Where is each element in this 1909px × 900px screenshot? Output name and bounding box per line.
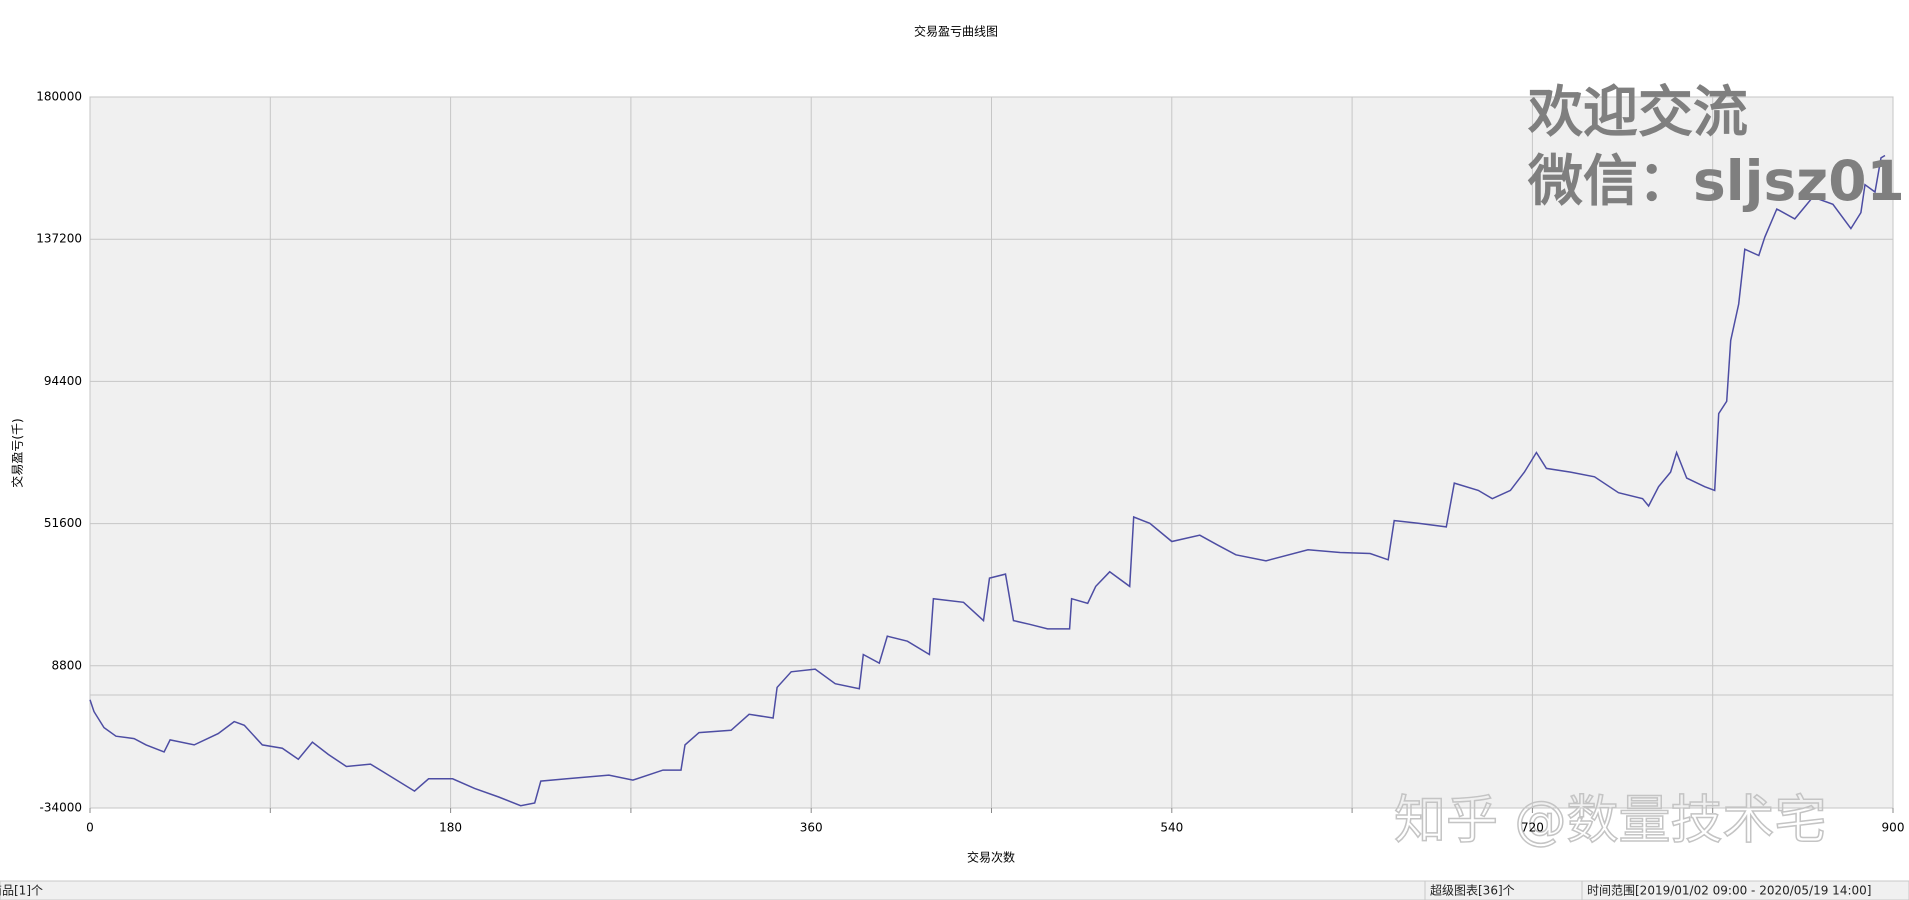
x-tick-label: 0 <box>86 821 94 835</box>
y-tick-label: 180000 <box>36 90 82 104</box>
x-tick-label: 360 <box>800 821 823 835</box>
x-tick-label: 900 <box>1882 821 1905 835</box>
y-tick-label: 51600 <box>44 516 82 530</box>
x-axis-label: 交易次数 <box>967 850 1015 865</box>
x-tick-label: 720 <box>1521 821 1544 835</box>
chart-title: 交易盈亏曲线图 <box>914 24 998 39</box>
y-tick-label: -34000 <box>39 801 82 815</box>
status-text: 超级图表[36]个 <box>1430 883 1515 898</box>
watermark: 知乎 @数量技术宅 <box>1394 791 1827 851</box>
x-tick-label: 180 <box>439 821 462 835</box>
status-text: 商品[1]个 <box>0 883 43 898</box>
line <box>89 154 1886 807</box>
grid <box>89 96 1894 813</box>
watermark: 欢迎交流 <box>1527 80 1748 144</box>
y-tick-label: 137200 <box>36 232 82 246</box>
y-axis-label: 交易盈亏(千) <box>10 418 25 487</box>
x-tick-label: 540 <box>1160 821 1183 835</box>
y-tick-label: 94400 <box>44 374 82 388</box>
status-bar <box>0 880 1909 900</box>
watermark: 微信：sljsz01 <box>1527 149 1905 213</box>
y-tick-label: 8800 <box>51 658 82 672</box>
series <box>89 154 1886 807</box>
status-text: 时间范围[2019/01/02 09:00 - 2020/05/19 14:00… <box>1587 884 1871 898</box>
